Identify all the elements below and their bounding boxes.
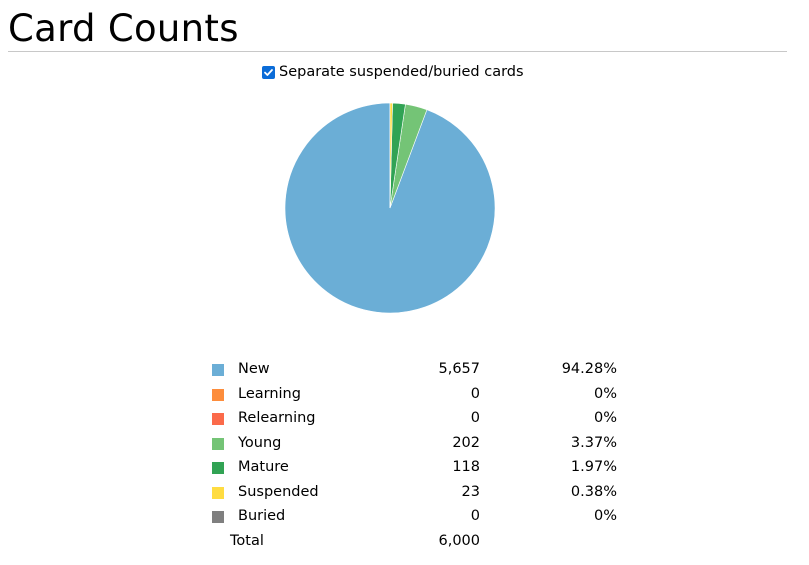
legend-percent-buried: 0% xyxy=(593,508,617,525)
legend-swatch-buried xyxy=(212,511,224,524)
legend-label-relearning: Relearning xyxy=(238,410,316,427)
legend-count-suspended: 23 xyxy=(461,483,480,500)
legend-row-relearning: Relearning 0 0% xyxy=(205,406,617,431)
legend-swatch-young xyxy=(212,437,224,450)
legend-label-buried: Buried xyxy=(238,508,286,525)
title-divider xyxy=(8,51,787,52)
legend-percent-suspended: 0.38% xyxy=(570,483,617,500)
legend-percent-learning: 0% xyxy=(593,385,617,402)
legend-percent-mature: 1.97% xyxy=(570,459,617,476)
legend-label-learning: Learning xyxy=(238,385,301,402)
legend-count-new: 5,657 xyxy=(438,361,480,378)
page-title: Card Counts xyxy=(8,7,239,50)
legend-count-young: 202 xyxy=(452,434,480,451)
legend-swatch-new xyxy=(212,364,224,377)
separate-suspended-checkbox[interactable] xyxy=(262,65,275,79)
legend-label-new: New xyxy=(238,361,270,378)
legend-row-suspended: Suspended 23 0.38% xyxy=(205,480,617,505)
total-label: Total xyxy=(230,532,264,549)
legend-swatch-relearning xyxy=(212,413,224,426)
legend-percent-new: 94.28% xyxy=(561,361,617,378)
legend-count-buried: 0 xyxy=(470,508,480,525)
legend-count-relearning: 0 xyxy=(470,410,480,427)
legend-swatch-suspended xyxy=(212,486,224,499)
legend-label-young: Young xyxy=(238,434,282,451)
legend-percent-young: 3.37% xyxy=(570,434,617,451)
checkmark-icon xyxy=(264,68,273,76)
card-counts-legend: New 5,657 94.28% Learning 0 0% Relearning 0 0% Yo… xyxy=(205,357,617,553)
separate-suspended-label: Separate suspended/buried cards xyxy=(279,64,524,80)
legend-total-row: Total 6,000 xyxy=(205,529,617,554)
legend-percent-relearning: 0% xyxy=(593,410,617,427)
card-counts-pie-chart xyxy=(284,102,496,314)
legend-label-suspended: Suspended xyxy=(238,483,319,500)
legend-row-mature: Mature 118 1.97% xyxy=(205,455,617,480)
legend-row-learning: Learning 0 0% xyxy=(205,382,617,407)
legend-label-mature: Mature xyxy=(238,459,289,476)
separate-suspended-toggle[interactable]: Separate suspended/buried cards xyxy=(260,62,524,82)
pie-slice-suspended xyxy=(389,102,393,209)
legend-row-young: Young 202 3.37% xyxy=(205,431,617,456)
legend-swatch-mature xyxy=(212,462,224,475)
total-count: 6,000 xyxy=(438,532,480,549)
legend-row-new: New 5,657 94.28% xyxy=(205,357,617,382)
legend-count-learning: 0 xyxy=(470,385,480,402)
legend-row-buried: Buried 0 0% xyxy=(205,504,617,529)
legend-swatch-learning xyxy=(212,388,224,401)
legend-count-mature: 118 xyxy=(452,459,480,476)
